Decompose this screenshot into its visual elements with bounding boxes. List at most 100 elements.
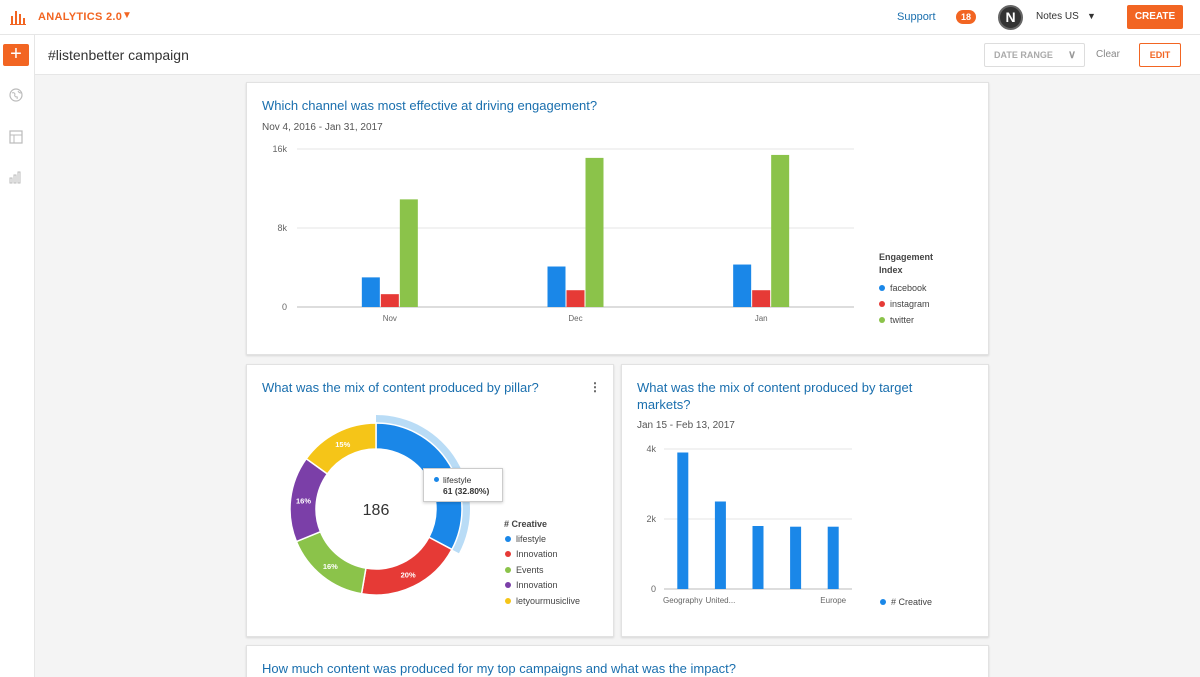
pillar-donut-chart: 20% 16% 16% 15% 186	[289, 415, 470, 596]
slice-label: 16%	[323, 562, 338, 571]
legend-item-innovation-2[interactable]: Innovation	[505, 580, 558, 590]
notification-badge[interactable]: 18	[956, 10, 976, 24]
card-title-line-2: markets?	[637, 397, 691, 412]
bar-market-4	[827, 526, 839, 589]
legend-item-innovation[interactable]: Innovation	[505, 549, 558, 559]
chart-tooltip: lifestyle 61 (32.80%)	[423, 468, 503, 502]
globe-icon[interactable]	[9, 88, 23, 107]
page-header: #listenbetter campaign DATE RANGE ∨ Clea…	[35, 35, 1200, 75]
legend-item-instagram[interactable]: instagram	[879, 299, 930, 309]
legend-item-letyourmusiclive[interactable]: letyourmusiclive	[505, 596, 580, 606]
legend-label: Innovation	[516, 549, 558, 559]
bar-market-2	[752, 526, 764, 589]
y-tick-label: 0	[651, 584, 656, 594]
tooltip-value: 61 (32.80%)	[443, 486, 490, 496]
avatar[interactable]: N	[998, 5, 1023, 30]
legend-label: instagram	[890, 299, 930, 309]
top-bar: ANALYTICS 2.0 ▼ Support 18 N Notes US ▼ …	[0, 0, 1200, 35]
support-link[interactable]: Support	[897, 11, 936, 23]
legend-dot	[505, 535, 511, 542]
x-tick-label: United...	[706, 596, 736, 605]
bar-market-0	[677, 452, 689, 589]
account-caret-icon[interactable]: ▼	[1087, 11, 1096, 21]
legend-title: Engagement Index	[879, 251, 933, 277]
slice-label: 16%	[296, 496, 311, 505]
target-markets-card: What was the mix of content produced by …	[621, 364, 989, 637]
bar-twitter-dec	[585, 157, 604, 307]
slice-innovation	[360, 536, 453, 596]
bar-chart-icon[interactable]	[10, 9, 26, 30]
card-title: What was the mix of content produced by …	[637, 379, 912, 413]
bar-twitter-nov	[399, 199, 418, 307]
legend-label: Events	[516, 565, 544, 575]
legend-dot	[879, 300, 885, 307]
y-tick-label: 4k	[646, 444, 656, 454]
card-date: Jan 15 - Feb 13, 2017	[637, 420, 735, 431]
slice-label: 15%	[335, 440, 350, 449]
legend-title: # Creative	[504, 519, 548, 529]
engagement-card: Which channel was most effective at driv…	[246, 82, 989, 355]
legend-label: Innovation	[516, 580, 558, 590]
engagement-bar-chart: 0 8k 16k Nov Dec Jan	[272, 144, 854, 323]
legend-dot	[505, 597, 511, 604]
date-range-dropdown[interactable]: DATE RANGE ∨	[984, 43, 1085, 67]
card-date: Nov 4, 2016 - Jan 31, 2017	[262, 122, 383, 133]
page-title: #listenbetter campaign	[48, 47, 189, 63]
legend-item-events[interactable]: Events	[505, 565, 544, 575]
slice-highlight-halo	[376, 415, 470, 554]
app-title[interactable]: ANALYTICS 2.0	[38, 11, 123, 23]
legend-dot	[880, 598, 886, 605]
legend-label: letyourmusiclive	[516, 596, 581, 606]
bar-instagram-jan	[752, 290, 771, 307]
legend-dot	[505, 581, 511, 588]
target-markets-bar-chart: 0 2k 4k Geography United... Europe	[646, 444, 852, 605]
chevron-down-icon: ∨	[1067, 49, 1076, 61]
y-tick-label: 8k	[277, 223, 287, 233]
bar-facebook-jan	[733, 264, 752, 307]
tooltip-label: lifestyle	[443, 475, 472, 485]
x-tick-label: Dec	[568, 314, 582, 323]
legend-dot	[505, 550, 511, 557]
y-tick-label: 16k	[272, 144, 287, 154]
account-name[interactable]: Notes US	[1036, 11, 1079, 22]
table-icon[interactable]	[9, 130, 23, 149]
legend-label: facebook	[890, 283, 927, 293]
plus-icon[interactable]: +	[3, 44, 29, 66]
bar-market-3	[790, 526, 802, 589]
card-title: How much content was produced for my top…	[262, 661, 737, 676]
x-tick-label: Jan	[755, 314, 768, 323]
x-tick-label: Europe	[820, 596, 846, 605]
bar-instagram-nov	[380, 294, 399, 307]
clear-button[interactable]: Clear	[1096, 49, 1120, 60]
chart-icon[interactable]	[9, 170, 23, 189]
card-title: What was the mix of content produced by …	[262, 380, 539, 395]
legend-dot	[505, 566, 511, 573]
y-tick-label: 2k	[646, 514, 656, 524]
bar-instagram-dec	[566, 290, 585, 307]
slice-label: 20%	[401, 571, 416, 580]
left-rail: +	[0, 35, 35, 677]
legend-item-twitter[interactable]: twitter	[879, 315, 914, 325]
legend-label: # Creative	[891, 597, 933, 607]
date-range-label: DATE RANGE	[994, 50, 1053, 60]
campaigns-card: How much content was produced for my top…	[246, 645, 989, 677]
slice-letyourmusiclive	[305, 422, 377, 475]
card-title-line-1: What was the mix of content produced by …	[637, 380, 913, 395]
app-menu-caret-icon[interactable]: ▼	[122, 10, 132, 21]
legend-title-line-2: Index	[879, 265, 903, 275]
tooltip-dot	[434, 477, 439, 483]
card-title: Which channel was most effective at driv…	[262, 98, 598, 113]
edit-button[interactable]: EDIT	[1139, 43, 1181, 67]
legend-item-lifestyle[interactable]: lifestyle	[505, 534, 546, 544]
legend-title-line-1: Engagement	[879, 252, 934, 262]
legend-item-creative[interactable]: # Creative	[880, 597, 932, 607]
legend-label: twitter	[890, 315, 915, 325]
more-options-icon[interactable]: ⋮	[589, 380, 601, 394]
legend-item-facebook[interactable]: facebook	[879, 283, 927, 293]
create-button[interactable]: CREATE	[1127, 5, 1183, 29]
x-tick-label: Nov	[383, 314, 397, 323]
legend-label: lifestyle	[516, 534, 547, 544]
y-tick-label: 0	[282, 302, 287, 312]
bar-twitter-jan	[771, 154, 790, 307]
bar-facebook-nov	[361, 277, 380, 307]
